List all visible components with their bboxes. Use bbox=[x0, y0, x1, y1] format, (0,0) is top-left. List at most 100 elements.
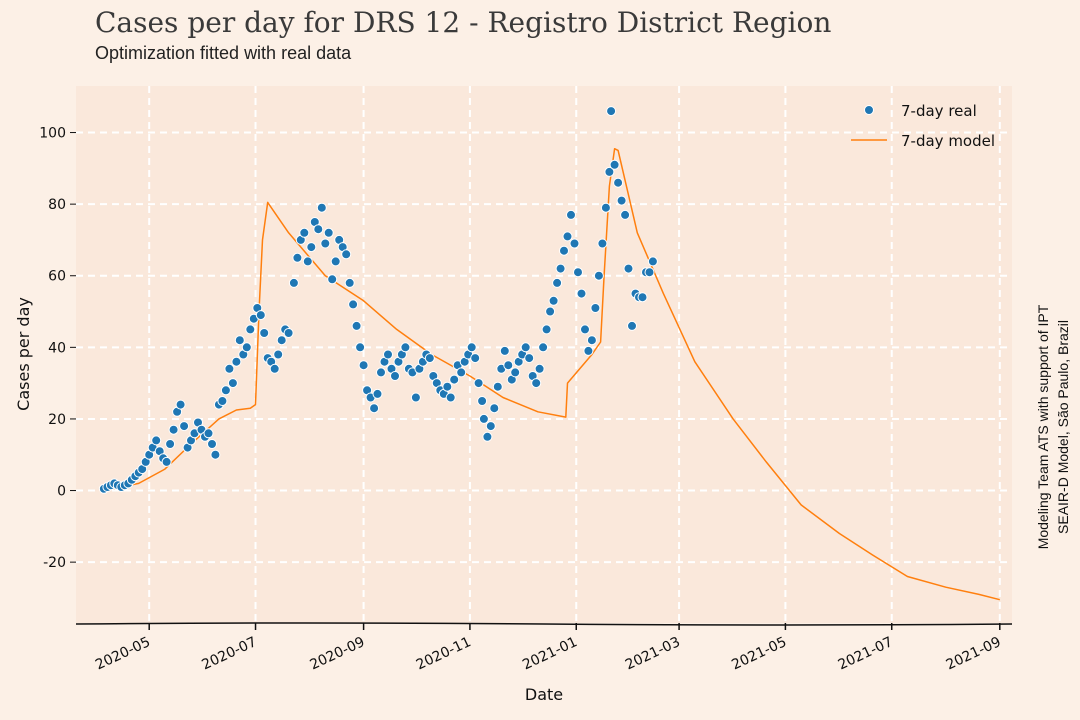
real-data-point bbox=[569, 238, 580, 249]
real-data-point bbox=[531, 378, 542, 389]
real-data-point bbox=[344, 277, 355, 288]
real-data-point bbox=[410, 392, 421, 403]
x-tick-label: 2020-11 bbox=[414, 634, 474, 673]
model-line-layer bbox=[103, 147, 1000, 601]
y-tick-label: 80 bbox=[48, 197, 66, 213]
real-data-point bbox=[637, 292, 648, 303]
x-tick-label: 2021-03 bbox=[623, 634, 683, 673]
real-data-point bbox=[623, 263, 634, 274]
real-data-point bbox=[207, 439, 217, 449]
real-data-point bbox=[400, 342, 411, 353]
legend-real-marker bbox=[864, 105, 874, 115]
real-data-point bbox=[273, 349, 284, 360]
real-data-point bbox=[390, 371, 400, 381]
real-data-point bbox=[259, 328, 270, 338]
real-data-point bbox=[485, 421, 496, 432]
real-data-point bbox=[482, 431, 493, 442]
y-axis: -20 0 20 40 60 80 100 bbox=[39, 126, 76, 571]
real-data-point bbox=[473, 378, 484, 389]
real-data-point bbox=[600, 202, 611, 213]
real-data-point bbox=[358, 360, 369, 371]
x-axis: 2020-05 2020-07 2020-09 2020-11 2021-01 2021-… bbox=[75, 622, 1013, 673]
real-data-point bbox=[255, 310, 266, 321]
real-data-point bbox=[555, 263, 566, 274]
real-data-point bbox=[341, 249, 352, 260]
real-data-point bbox=[552, 277, 563, 288]
x-tick-label: 2020-05 bbox=[93, 634, 153, 673]
real-data-point bbox=[348, 299, 359, 310]
real-data-point bbox=[613, 177, 624, 188]
real-data-point bbox=[165, 439, 176, 449]
real-data-point bbox=[562, 231, 573, 242]
real-data-point bbox=[510, 367, 521, 378]
real-data-point bbox=[327, 274, 338, 285]
chart-title: Cases per day for DRS 12 - Registro Dist… bbox=[95, 6, 831, 39]
real-data-point bbox=[478, 413, 489, 424]
model-line bbox=[103, 147, 1000, 601]
real-data-point bbox=[524, 353, 535, 364]
grid bbox=[76, 86, 1012, 623]
real-data-point bbox=[372, 388, 383, 399]
side-note-line-2: SEAIR-D Model, São Paulo, Brazil bbox=[1055, 320, 1071, 534]
real-data-point bbox=[227, 378, 238, 389]
side-note-line-1: Modeling Team ATS with support of IPT bbox=[1035, 304, 1051, 549]
real-data-point bbox=[151, 435, 162, 446]
real-data-point bbox=[175, 399, 186, 410]
real-data-point bbox=[355, 342, 366, 353]
x-tick-label: 2021-07 bbox=[836, 634, 896, 673]
real-data-point bbox=[503, 360, 514, 371]
real-data-point bbox=[470, 353, 481, 364]
legend-model-label: 7-day model bbox=[901, 132, 995, 150]
real-data-point bbox=[538, 342, 549, 353]
real-data-point bbox=[489, 403, 500, 414]
real-data-point bbox=[424, 353, 435, 364]
real-data-point bbox=[499, 345, 510, 356]
real-data-point bbox=[604, 166, 615, 177]
real-data-point bbox=[583, 345, 594, 356]
y-tick-label: -20 bbox=[43, 555, 66, 571]
real-data-point bbox=[276, 335, 287, 346]
real-data-point bbox=[548, 295, 559, 306]
real-data-point bbox=[288, 277, 299, 288]
real-data-point bbox=[616, 195, 627, 206]
real-data-point bbox=[492, 381, 503, 392]
real-data-point bbox=[559, 245, 569, 256]
real-data-point bbox=[566, 209, 576, 220]
x-tick-label: 2020-07 bbox=[199, 634, 259, 673]
real-data-point bbox=[210, 449, 221, 460]
real-data-point bbox=[161, 456, 172, 467]
y-tick-label: 40 bbox=[48, 340, 66, 356]
real-data-point bbox=[234, 335, 245, 346]
real-data-point bbox=[383, 349, 393, 360]
real-data-point bbox=[534, 363, 545, 374]
x-tick-label: 2021-01 bbox=[520, 634, 580, 673]
real-data-point bbox=[203, 428, 214, 439]
real-data-point bbox=[520, 342, 531, 353]
real-data-point bbox=[269, 363, 280, 374]
real-points-layer bbox=[98, 106, 658, 494]
x-tick-label: 2021-09 bbox=[944, 634, 1004, 673]
real-data-point bbox=[313, 224, 324, 235]
real-data-point bbox=[241, 342, 252, 353]
real-data-point bbox=[466, 342, 477, 353]
real-data-point bbox=[316, 202, 327, 213]
real-data-point bbox=[302, 256, 313, 267]
real-data-point bbox=[545, 306, 556, 317]
real-data-point bbox=[442, 381, 453, 392]
real-data-point bbox=[220, 385, 231, 396]
chart-subtitle: Optimization fitted with real data bbox=[95, 43, 352, 63]
real-data-point bbox=[449, 374, 460, 385]
real-data-point bbox=[627, 320, 637, 331]
real-data-point bbox=[299, 227, 310, 238]
real-data-point bbox=[369, 403, 380, 414]
real-data-point bbox=[644, 267, 655, 278]
real-data-point bbox=[217, 396, 228, 406]
x-tick-label: 2020-09 bbox=[308, 634, 368, 673]
y-axis-label: Cases per day bbox=[14, 297, 33, 411]
real-data-point bbox=[330, 256, 341, 267]
legend: 7-day real 7-day model bbox=[851, 102, 995, 150]
real-data-point bbox=[292, 252, 303, 263]
real-data-point bbox=[323, 227, 334, 238]
real-data-point bbox=[593, 270, 604, 281]
real-data-point bbox=[245, 324, 256, 335]
